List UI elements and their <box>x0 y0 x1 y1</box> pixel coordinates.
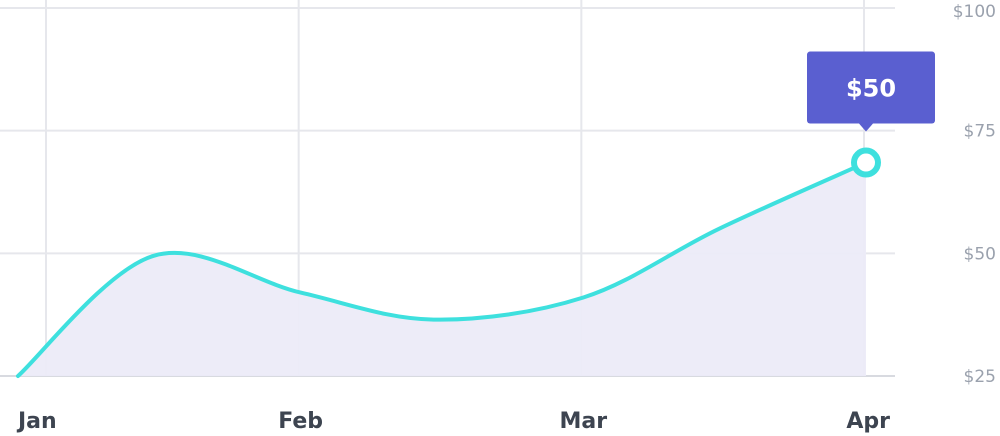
x-tick-label: Mar <box>560 409 608 434</box>
series-line <box>16 160 868 378</box>
y-tick-label: $100 <box>953 2 996 22</box>
tooltip-pointer <box>859 123 873 132</box>
y-tick-label: $75 <box>964 122 996 142</box>
y-tick-label: $50 <box>964 244 996 264</box>
x-tick-label: Feb <box>278 409 323 434</box>
y-axis-ticks: $25 $50 $75 $100 <box>953 2 996 387</box>
data-point-marker[interactable] <box>851 147 881 178</box>
value-tooltip: $50 <box>807 51 935 132</box>
x-tick-label: Apr <box>846 409 890 434</box>
area-fill <box>18 162 866 376</box>
tooltip-box <box>807 51 935 124</box>
y-tick-label: $25 <box>964 367 996 387</box>
tooltip-label: $50 <box>846 75 896 103</box>
x-tick-label: Jan <box>16 409 57 434</box>
x-axis-ticks: Jan Feb Mar Apr <box>16 409 890 434</box>
